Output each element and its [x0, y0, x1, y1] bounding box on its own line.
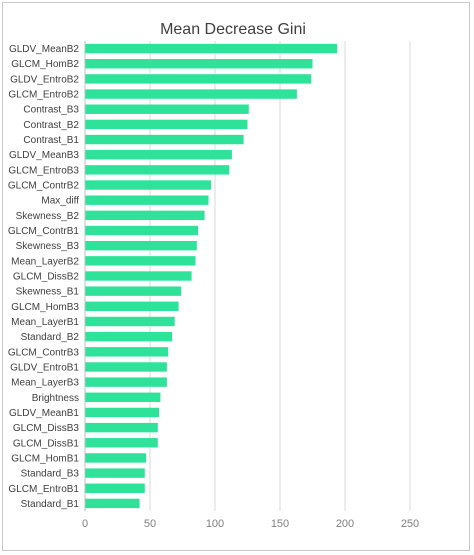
x-tick-label: 200 — [336, 518, 354, 530]
bar-chart: Mean Decrease Gini GLDV_MeanB2 GLCM_HomB2… — [8, 21, 419, 530]
chart-title: Mean Decrease Gini — [160, 21, 306, 38]
bar — [85, 468, 145, 478]
bar — [85, 240, 197, 251]
category-label: Skewness_B1 — [16, 287, 80, 298]
x-tick-label: 0 — [82, 518, 88, 530]
category-label: GLCM_EntroB1 — [8, 484, 79, 495]
category-label: GLDV_EntroB1 — [10, 362, 79, 373]
category-label: Brightness — [32, 393, 79, 404]
category-label: GLCM_EntroB2 — [8, 90, 79, 101]
bar — [85, 271, 192, 281]
bar — [85, 119, 248, 130]
bar — [85, 195, 209, 205]
category-label: Contrast_B3 — [23, 105, 79, 116]
category-label: GLCM_HomB2 — [11, 59, 79, 70]
category-label: GLDV_EntroB2 — [10, 74, 79, 85]
category-label: Contrast_B1 — [23, 135, 79, 146]
category-label: Standard_B1 — [21, 499, 80, 510]
bar — [85, 256, 196, 266]
category-label: Skewness_B2 — [16, 211, 80, 222]
bar — [85, 362, 167, 372]
bar — [85, 104, 249, 114]
bar — [85, 180, 212, 190]
bars — [85, 43, 338, 509]
bar — [85, 377, 167, 387]
x-tick-label: 150 — [271, 518, 289, 530]
bar — [85, 43, 338, 54]
bar — [85, 59, 313, 69]
category-label: Mean_LayerB3 — [11, 378, 79, 389]
x-tick-label: 250 — [401, 518, 419, 530]
bar — [85, 453, 147, 463]
category-label: Skewness_B3 — [16, 241, 80, 252]
bar — [85, 392, 161, 402]
category-label: GLCM_HomB3 — [11, 302, 79, 313]
bar — [85, 483, 145, 493]
category-label: GLDV_MeanB2 — [9, 44, 79, 55]
bar — [85, 89, 297, 99]
x-tick-label: 50 — [144, 518, 156, 530]
category-label: GLCM_DissB3 — [13, 423, 80, 434]
bar — [85, 422, 158, 433]
bar — [85, 286, 182, 296]
bar — [85, 210, 205, 221]
bar — [85, 347, 169, 357]
bar — [85, 498, 140, 509]
bar — [85, 74, 312, 84]
category-label: GLDV_MeanB3 — [9, 150, 79, 161]
category-label: GLCM_ContrB2 — [8, 181, 80, 192]
category-label: GLCM_ContrB1 — [8, 226, 80, 237]
category-label: Mean_LayerB2 — [11, 256, 79, 267]
bar — [85, 316, 175, 327]
category-labels: GLDV_MeanB2 GLCM_HomB2 GLDV_EntroB2 GLCM_En… — [8, 44, 80, 510]
x-tick-labels: 0 50 100 150 200 250 — [82, 518, 419, 530]
category-label: GLCM_DissB2 — [13, 272, 80, 283]
x-tick-label: 100 — [206, 518, 224, 530]
category-label: Contrast_B2 — [23, 120, 79, 131]
category-label: GLCM_HomB1 — [11, 453, 79, 464]
bar — [85, 225, 199, 236]
bar — [85, 438, 158, 448]
category-label: Max_diff — [41, 196, 79, 207]
bar — [85, 331, 173, 342]
bar — [85, 134, 244, 145]
bar — [85, 301, 179, 312]
category-label: GLDV_MeanB1 — [9, 408, 79, 419]
bar — [85, 165, 230, 175]
chart-frame: Mean Decrease Gini GLDV_MeanB2 GLCM_HomB2… — [2, 2, 470, 551]
category-label: GLCM_ContrB3 — [8, 347, 80, 358]
category-label: Standard_B2 — [21, 332, 80, 343]
category-label: GLCM_EntroB3 — [8, 165, 79, 176]
gridlines — [149, 41, 411, 511]
category-label: Standard_B3 — [21, 469, 80, 480]
category-label: GLCM_DissB1 — [13, 438, 80, 449]
bar — [85, 150, 232, 160]
category-label: Mean_LayerB1 — [11, 317, 79, 328]
bar — [85, 407, 160, 418]
